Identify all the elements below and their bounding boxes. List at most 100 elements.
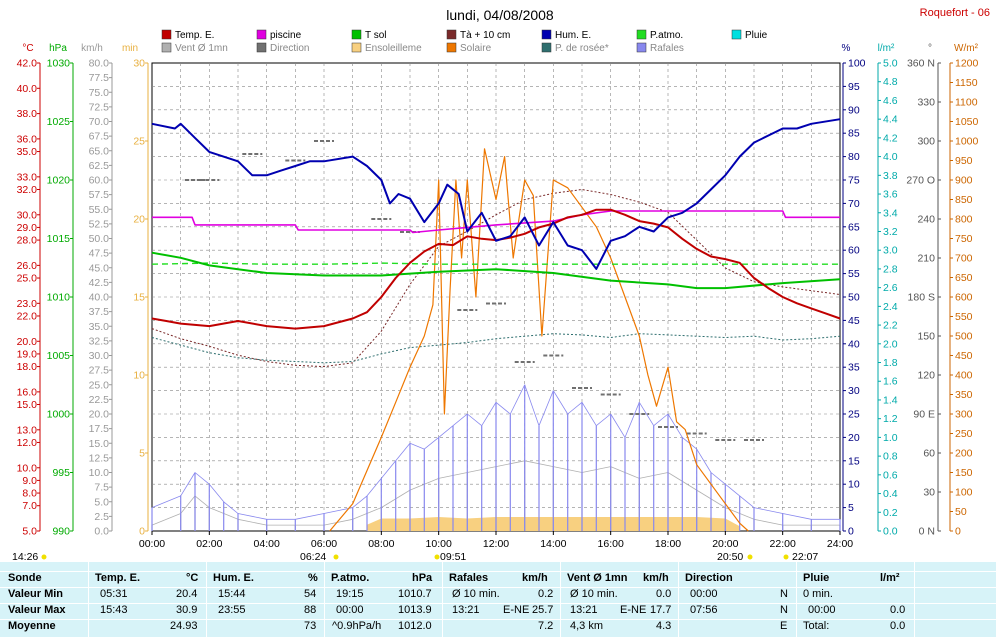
tick-label-temp-25: 5.0 (22, 526, 37, 538)
tick-label-solar-1: 1150 (955, 77, 978, 89)
grid (152, 63, 840, 531)
tick-label-dir-12: 0 N (919, 526, 935, 538)
tick-label-temp-3: 36.0 (17, 133, 38, 145)
seg-rafales-5 (237, 513, 267, 520)
tick-label-wind-6: 65.0 (89, 145, 110, 157)
tick-label-hum-0: 100 (848, 58, 866, 70)
avg-dir-value: E (780, 620, 788, 632)
avg-hum-value: 73 (304, 620, 317, 632)
seg-vent-1mn-4 (237, 518, 267, 526)
row-min-label: Valeur Min (8, 588, 64, 600)
seg-rafales-14 (424, 437, 439, 450)
seg-rafales-19 (495, 401, 511, 415)
avg-press-value: 1012.0 (398, 620, 432, 632)
xtick-label-2: 04:00 (254, 538, 280, 550)
tick-label-rain-14: 2.2 (883, 320, 898, 332)
tick-label-wind-14: 45.0 (89, 262, 110, 274)
tick-label-rain-25: 0.0 (883, 526, 898, 538)
min-hum-time: 15:44 (218, 588, 246, 600)
tick-label-solar-21: 150 (955, 467, 973, 479)
tick-label-hum-17: 15 (848, 455, 860, 467)
tick-label-wind-28: 10.0 (89, 467, 110, 479)
hdr-rain: Pluie (803, 572, 830, 584)
tick-label-rain-12: 2.6 (883, 282, 898, 294)
tick-label-sun-3: 15 (133, 292, 145, 304)
legend-swatch-9 (351, 42, 362, 53)
marker-mid-dot (434, 554, 440, 560)
tick-label-wind-4: 70.0 (89, 116, 110, 128)
unit-sun: min (122, 43, 138, 54)
tick-label-temp-2: 38.0 (17, 108, 38, 120)
tick-label-sun-2: 20 (133, 214, 145, 226)
hdr-wind: Vent Ø 1mn (567, 572, 628, 584)
xtick-label-3: 06:00 (311, 538, 337, 550)
tick-label-wind-25: 17.5 (89, 423, 110, 435)
tick-label-rain-4: 4.2 (883, 132, 898, 144)
max-rain-value: 0.0 (890, 604, 906, 616)
tick-label-solar-17: 350 (955, 389, 973, 401)
min-temp-value: 20.4 (176, 588, 198, 600)
tick-label-solar-10: 700 (955, 253, 973, 265)
tick-label-wind-30: 5.0 (94, 496, 109, 508)
tick-label-wind-15: 42.5 (89, 277, 110, 289)
tick-label-solar-9: 750 (955, 233, 973, 245)
tick-label-temp-6: 32.0 (17, 184, 38, 196)
legend-label-3: Tà + 10 cm (460, 30, 510, 41)
tick-label-solar-24: 0 (955, 526, 961, 538)
tick-label-dir-4: 240 (917, 214, 935, 226)
tick-label-dir-2: 300 (917, 136, 935, 148)
marker-right: 22:07 (792, 551, 818, 562)
tick-label-wind-12: 50.0 (89, 233, 110, 245)
legend-swatch-1 (256, 29, 267, 40)
tick-label-rain-17: 1.6 (883, 376, 898, 388)
marker-sunrise: 06:24 (300, 551, 326, 562)
tick-label-hum-18: 10 (848, 479, 860, 491)
tick-label-solar-18: 300 (955, 409, 973, 421)
legend-swatch-2 (351, 29, 362, 40)
legend-swatch-7 (161, 42, 172, 53)
seg-rafales-36 (739, 495, 755, 508)
xtick-label-8: 16:00 (598, 538, 624, 550)
seg-rafales-17 (467, 413, 482, 427)
min-rain-time: 0 min. (803, 588, 833, 600)
tick-label-solar-6: 900 (955, 175, 973, 187)
legend-label-7: Vent Ø 1mn (175, 43, 228, 54)
tick-label-solar-22: 100 (955, 487, 973, 499)
xtick-label-1: 02:00 (196, 538, 222, 550)
marker-left-dot (41, 554, 47, 560)
tick-label-sun-5: 5 (139, 448, 145, 460)
seg-rafales-10 (366, 478, 382, 497)
xtick-label-10: 20:00 (712, 538, 738, 550)
tick-label-hum-8: 60 (848, 245, 860, 257)
seg-rafales-12 (395, 443, 411, 462)
marker-left: 14:26 (12, 551, 38, 562)
unit-press: hPa (49, 43, 67, 54)
tick-label-wind-17: 37.5 (89, 306, 110, 318)
tick-label-rain-0: 5.0 (883, 58, 898, 70)
seg-rafales-30 (653, 413, 669, 427)
tick-label-wind-29: 7.5 (94, 482, 109, 494)
hdr-temp-unit: °C (186, 572, 199, 584)
tick-label-solar-5: 950 (955, 155, 973, 167)
tick-label-temp-9: 28.0 (17, 235, 38, 247)
tick-label-rain-20: 1.0 (883, 432, 898, 444)
max-hum-value: 88 (304, 604, 317, 616)
seg-vent-1mn-22 (753, 518, 783, 526)
tick-label-rain-11: 2.8 (883, 263, 898, 275)
tick-label-solar-7: 850 (955, 194, 973, 206)
seg-vent-1mn-1 (180, 495, 196, 514)
legend-label-0: Temp. E. (175, 30, 214, 41)
tick-label-temp-4: 35.0 (17, 146, 38, 158)
x-ticks: 00:00 02:00 04:00 06:00 08:00 10:00 12:00 14:00… (139, 531, 853, 550)
seg-rafales-33 (696, 448, 712, 473)
hdr-wind-unit: km/h (643, 572, 669, 584)
tick-label-hum-3: 85 (848, 128, 860, 140)
tick-label-rain-2: 4.6 (883, 95, 898, 107)
tick-label-rain-8: 3.4 (883, 207, 898, 219)
legend-label-4: Hum. E. (555, 30, 591, 41)
seg-rafales-35 (725, 483, 740, 497)
axes: 42.040.038.036.035.033.032.030.029.028.0… (17, 58, 979, 538)
legend-label-11: P. de rosée* (555, 43, 609, 54)
seg-vent-1mn-2 (194, 495, 210, 508)
